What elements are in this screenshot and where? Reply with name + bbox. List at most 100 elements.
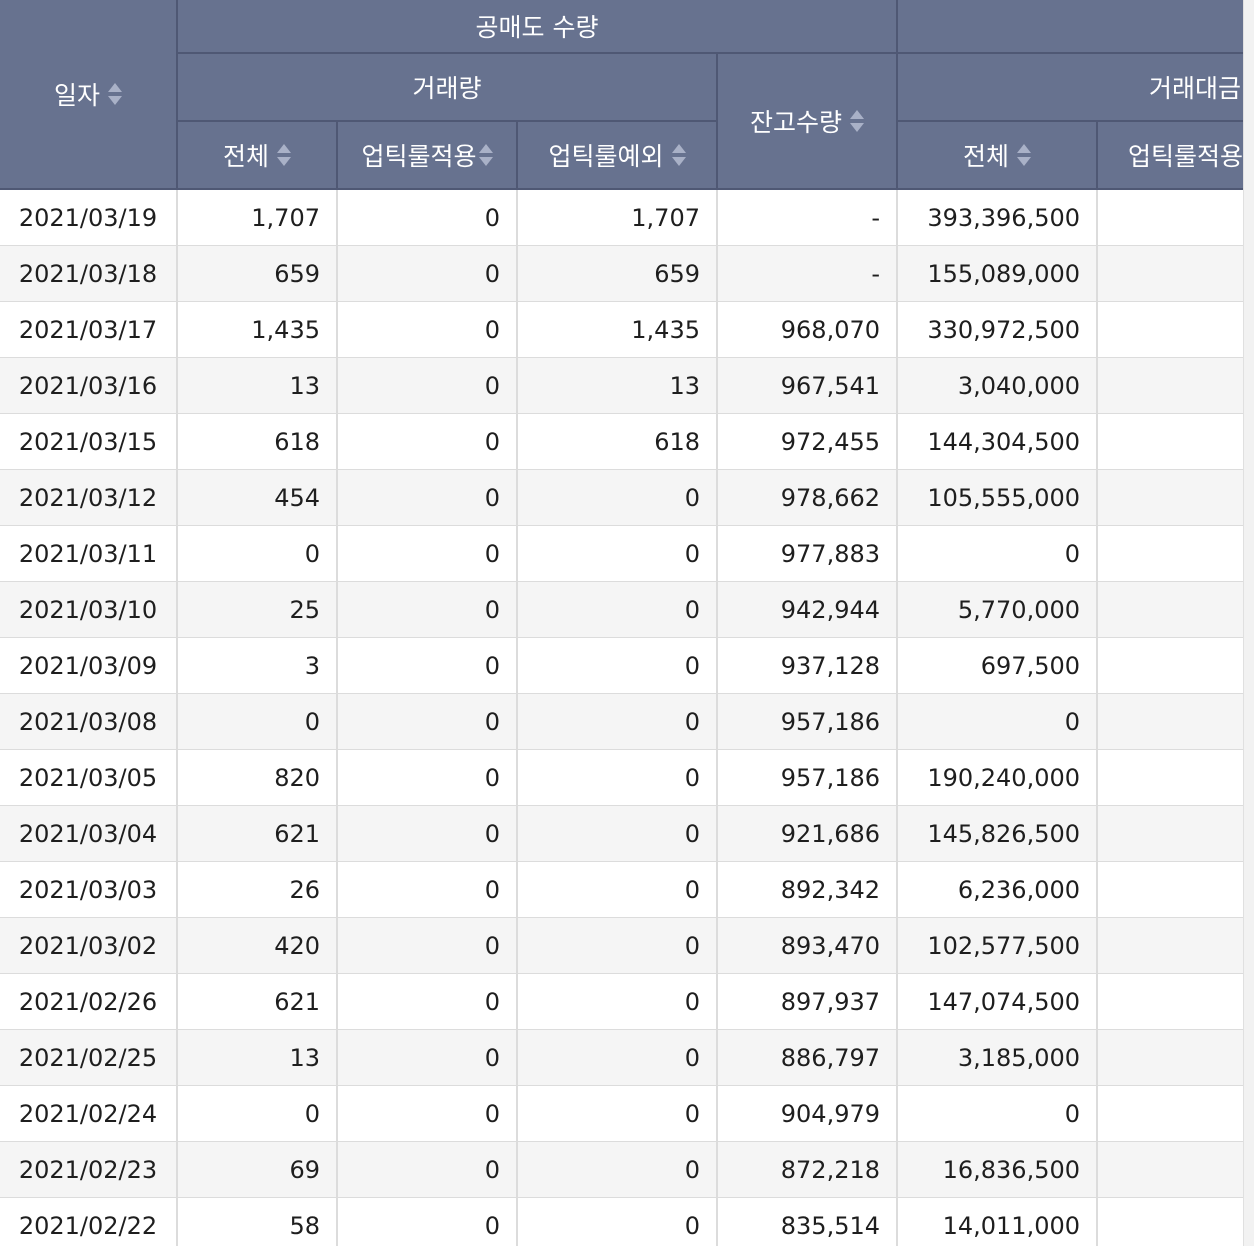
table-row[interactable]: 2021/02/23 69 0 0 872,218 16,836,500 [0, 1141, 1252, 1198]
table-row[interactable]: 2021/03/12 454 0 0 978,662 105,555,000 [0, 469, 1252, 526]
sort-icon[interactable] [850, 108, 865, 134]
cell-volume-uptick-applied: 0 [337, 413, 518, 470]
cell-volume-uptick-exempt: 0 [517, 805, 718, 862]
column-header-amount-uptick-applied[interactable]: 업틱룰적용 [1097, 121, 1252, 190]
cell-volume-uptick-exempt: 0 [517, 525, 718, 582]
cell-volume-uptick-exempt: 0 [517, 749, 718, 806]
column-header-balance[interactable]: 잔고수량 [717, 53, 899, 190]
column-header-volume-total[interactable]: 전체 [177, 121, 338, 190]
cell-balance: 904,979 [717, 1085, 899, 1142]
sort-icon[interactable] [277, 142, 291, 168]
column-header-date[interactable]: 일자 [0, 0, 178, 190]
vertical-scrollbar[interactable] [1243, 0, 1254, 1246]
cell-volume-uptick-applied: 0 [337, 749, 518, 806]
cell-amount-uptick-applied [1097, 301, 1252, 358]
cell-volume-uptick-applied: 0 [337, 1197, 518, 1246]
cell-date: 2021/02/22 [0, 1197, 178, 1246]
column-header-balance-label: 잔고수량 [750, 108, 843, 137]
cell-volume-total: 621 [177, 805, 338, 862]
cell-volume-total: 26 [177, 861, 338, 918]
table-row[interactable]: 2021/02/22 58 0 0 835,514 14,011,000 [0, 1197, 1252, 1246]
cell-date: 2021/03/10 [0, 581, 178, 638]
cell-volume-total: 3 [177, 637, 338, 694]
table-row[interactable]: 2021/03/19 1,707 0 1,707-393,396,500 [0, 189, 1252, 246]
cell-amount-uptick-applied [1097, 917, 1252, 974]
cell-volume-total: 820 [177, 749, 338, 806]
cell-amount-total: 6,236,000 [897, 861, 1099, 918]
cell-amount-uptick-applied [1097, 245, 1252, 302]
group-header-trading-volume: 거래량 [177, 53, 718, 122]
cell-volume-total: 659 [177, 245, 338, 302]
cell-balance: 872,218 [717, 1141, 899, 1198]
column-header-amount-total-label: 전체 [963, 142, 1010, 171]
table-row[interactable]: 2021/03/02 420 0 0 893,470 102,577,500 [0, 917, 1252, 974]
table-body: 2021/03/19 1,707 0 1,707-393,396,500 2021/03… [0, 189, 1252, 1246]
cell-amount-total: 5,770,000 [897, 581, 1099, 638]
table-row[interactable]: 2021/03/05 820 0 0 957,186 190,240,000 [0, 749, 1252, 806]
cell-balance: 921,686 [717, 805, 899, 862]
cell-amount-uptick-applied [1097, 525, 1252, 582]
cell-date: 2021/02/24 [0, 1085, 178, 1142]
sort-icon[interactable] [1017, 142, 1032, 168]
table-row[interactable]: 2021/03/04 621 0 0 921,686 145,826,500 [0, 805, 1252, 862]
cell-volume-uptick-applied: 0 [337, 1085, 518, 1142]
cell-amount-uptick-applied [1097, 581, 1252, 638]
group-header-trading-amount: 거래대금 [897, 53, 1252, 122]
table-row[interactable]: 2021/03/18 659 0 659-155,089,000 [0, 245, 1252, 302]
cell-volume-total: 0 [177, 1085, 338, 1142]
column-header-volume-uptick-applied[interactable]: 업틱룰적용 [337, 121, 518, 190]
column-header-amount-total[interactable]: 전체 [897, 121, 1099, 190]
cell-amount-uptick-applied [1097, 861, 1252, 918]
table-row[interactable]: 2021/02/25 13 0 0 886,797 3,185,000 [0, 1029, 1252, 1086]
cell-date: 2021/03/08 [0, 693, 178, 750]
cell-volume-uptick-applied: 0 [337, 1029, 518, 1086]
table-row[interactable]: 2021/03/16 13 0 13 967,541 3,040,000 [0, 357, 1252, 414]
cell-amount-total: 330,972,500 [897, 301, 1099, 358]
cell-amount-total: 0 [897, 1085, 1099, 1142]
cell-date: 2021/02/23 [0, 1141, 178, 1198]
cell-volume-total: 621 [177, 973, 338, 1030]
cell-balance: 886,797 [717, 1029, 899, 1086]
table-row[interactable]: 2021/03/03 26 0 0 892,342 6,236,000 [0, 861, 1252, 918]
table-row[interactable]: 2021/02/24 0 0 0 904,979 0 [0, 1085, 1252, 1142]
cell-volume-uptick-applied: 0 [337, 805, 518, 862]
table-row[interactable]: 2021/03/17 1,435 0 1,435 968,070 330,972,500 [0, 301, 1252, 358]
cell-amount-total: 144,304,500 [897, 413, 1099, 470]
cell-balance: 957,186 [717, 693, 899, 750]
cell-balance: 937,128 [717, 637, 899, 694]
table-header: 일자 공매도 수량 거래량 잔고수량 거래대금 [0, 0, 1252, 190]
cell-amount-uptick-applied [1097, 413, 1252, 470]
cell-volume-uptick-exempt: 0 [517, 1141, 718, 1198]
cell-volume-total: 13 [177, 1029, 338, 1086]
cell-date: 2021/03/03 [0, 861, 178, 918]
group-header-trading-amount-label: 거래대금 [1149, 74, 1242, 103]
cell-volume-uptick-applied: 0 [337, 693, 518, 750]
cell-volume-total: 25 [177, 581, 338, 638]
cell-volume-uptick-applied: 0 [337, 917, 518, 974]
table-row[interactable]: 2021/03/11 0 0 0 977,883 0 [0, 525, 1252, 582]
cell-amount-uptick-applied [1097, 1141, 1252, 1198]
cell-date: 2021/03/18 [0, 245, 178, 302]
sort-icon[interactable] [671, 142, 686, 168]
cell-amount-uptick-applied [1097, 1085, 1252, 1142]
cell-balance: 892,342 [717, 861, 899, 918]
table-row[interactable]: 2021/03/15 618 0 618 972,455 144,304,500 [0, 413, 1252, 470]
table-row[interactable]: 2021/03/08 0 0 0 957,186 0 [0, 693, 1252, 750]
cell-volume-uptick-applied: 0 [337, 973, 518, 1030]
column-header-volume-uptick-exempt[interactable]: 업틱룰예외 [517, 121, 718, 190]
cell-volume-uptick-applied: 0 [337, 469, 518, 526]
group-header-trading-volume-label: 거래량 [412, 74, 482, 103]
cell-volume-total: 13 [177, 357, 338, 414]
group-header-short-volume-label: 공매도 수량 [475, 13, 599, 42]
cell-amount-uptick-applied [1097, 357, 1252, 414]
cell-volume-uptick-applied: 0 [337, 581, 518, 638]
cell-volume-uptick-exempt: 13 [517, 357, 718, 414]
sort-icon[interactable] [478, 142, 493, 168]
sort-icon[interactable] [108, 81, 122, 107]
table-row[interactable]: 2021/03/10 25 0 0 942,944 5,770,000 [0, 581, 1252, 638]
table-row[interactable]: 2021/03/09 3 0 0 937,128 697,500 [0, 637, 1252, 694]
cell-amount-total: 14,011,000 [897, 1197, 1099, 1246]
cell-date: 2021/03/09 [0, 637, 178, 694]
table-row[interactable]: 2021/02/26 621 0 0 897,937 147,074,500 [0, 973, 1252, 1030]
